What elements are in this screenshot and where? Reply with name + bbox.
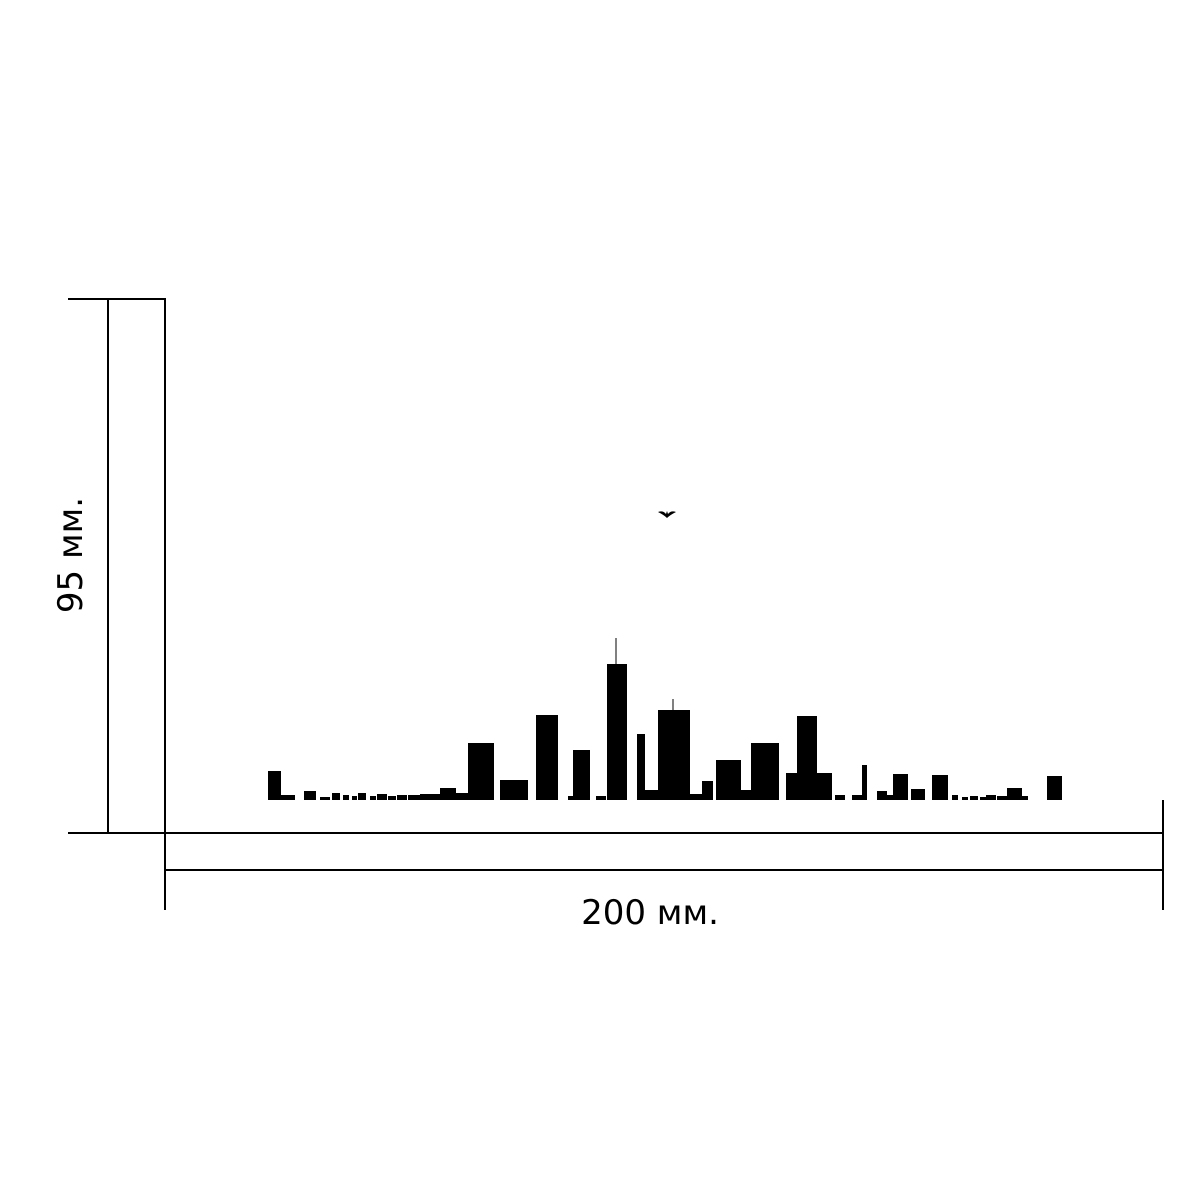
building [751, 743, 779, 800]
building [536, 715, 558, 800]
building [607, 664, 627, 800]
building [377, 794, 387, 800]
building [281, 795, 295, 800]
building [658, 511, 676, 518]
building [835, 795, 845, 800]
building [637, 734, 645, 800]
building [320, 797, 330, 800]
building [645, 790, 658, 800]
building [741, 790, 751, 800]
building [690, 794, 702, 800]
building [352, 796, 357, 800]
building [440, 788, 456, 800]
width-dimension: 200 мм. [164, 800, 1164, 933]
skyline [268, 511, 1062, 800]
building [1007, 788, 1022, 800]
building [388, 796, 396, 800]
building [1047, 776, 1062, 800]
building [986, 795, 996, 800]
building [962, 797, 968, 800]
building [468, 743, 494, 800]
height-label: 95 мм. [51, 497, 91, 613]
building [997, 796, 1007, 800]
building [862, 765, 867, 800]
height-dimension: 95 мм. [51, 298, 166, 834]
building [877, 791, 887, 800]
building [852, 795, 862, 800]
building [304, 791, 316, 800]
width-label: 200 мм. [581, 893, 719, 933]
building [980, 797, 986, 800]
building [932, 775, 948, 800]
building [500, 780, 528, 800]
building [672, 699, 674, 710]
building [911, 789, 925, 800]
building [268, 771, 281, 800]
building [716, 760, 741, 800]
building [893, 774, 908, 800]
building [420, 794, 440, 800]
building [332, 793, 340, 800]
building [397, 795, 407, 800]
building [786, 773, 797, 800]
building [456, 793, 468, 800]
building [817, 773, 832, 800]
building [370, 796, 376, 800]
building [573, 750, 590, 800]
building [358, 793, 366, 800]
building [615, 638, 617, 664]
building [887, 795, 893, 800]
building [568, 796, 573, 800]
building [1022, 796, 1028, 800]
building [952, 795, 958, 800]
building [702, 781, 713, 800]
building [797, 716, 817, 800]
building [408, 795, 420, 800]
building [596, 796, 606, 800]
building [970, 796, 978, 800]
building [658, 710, 690, 800]
building [343, 795, 349, 800]
